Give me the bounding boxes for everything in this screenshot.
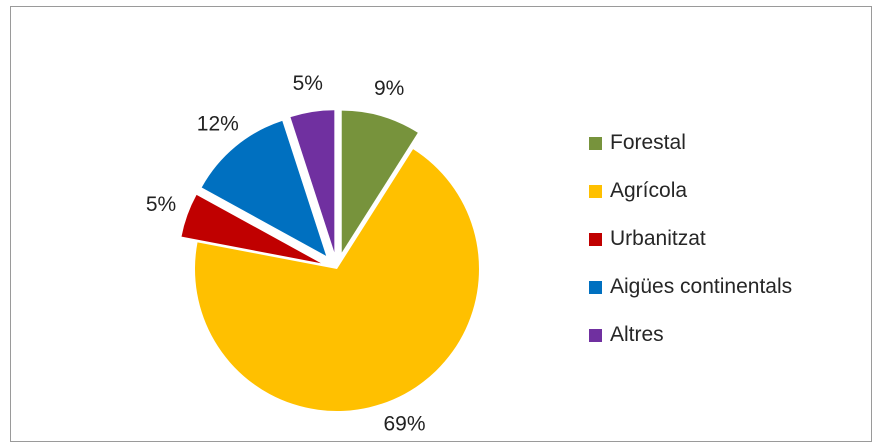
- legend-item-aigues-continentals: Aigües continentals: [589, 263, 792, 311]
- pie-label-forestal: 9%: [374, 77, 404, 100]
- legend-item-agricola: Agrícola: [589, 167, 792, 215]
- legend-item-urbanitzat: Urbanitzat: [589, 215, 792, 263]
- pie-slice-urbanitzat: [181, 194, 322, 264]
- legend-label-forestal: Forestal: [610, 131, 686, 154]
- pie-chart: 9% 69% 5% 12% 5%: [146, 72, 479, 436]
- pie-label-agricola: 69%: [383, 413, 425, 436]
- legend-label-altres: Altres: [610, 323, 664, 346]
- pie-slice-agricola: [195, 149, 479, 411]
- pie-slice-altres: [290, 110, 335, 253]
- legend: Forestal Agrícola Urbanitzat Aigües cont…: [589, 119, 792, 359]
- legend-swatch-agricola: [589, 184, 602, 198]
- legend-swatch-forestal: [589, 136, 602, 150]
- pie-label-urbanitzat: 5%: [146, 193, 176, 216]
- legend-item-altres: Altres: [589, 311, 792, 359]
- legend-swatch-altres: [589, 328, 602, 342]
- pie-slice-forestal: [341, 110, 418, 253]
- chart-frame: 9% 69% 5% 12% 5% Forestal Agrícola Urbanitza…: [10, 6, 872, 442]
- legend-label-aigues-continentals: Aigües continentals: [610, 275, 793, 298]
- legend-swatch-aigues-continentals: [589, 280, 602, 294]
- legend-item-forestal: Forestal: [589, 119, 792, 167]
- legend-label-urbanitzat: Urbanitzat: [610, 227, 706, 250]
- pie-label-altres: 5%: [293, 72, 323, 95]
- legend-label-agricola: Agrícola: [610, 179, 688, 202]
- pie-slice-aigues-continentals: [201, 120, 327, 256]
- pie-label-aigues-continentals: 12%: [197, 112, 239, 135]
- legend-swatch-urbanitzat: [589, 232, 602, 246]
